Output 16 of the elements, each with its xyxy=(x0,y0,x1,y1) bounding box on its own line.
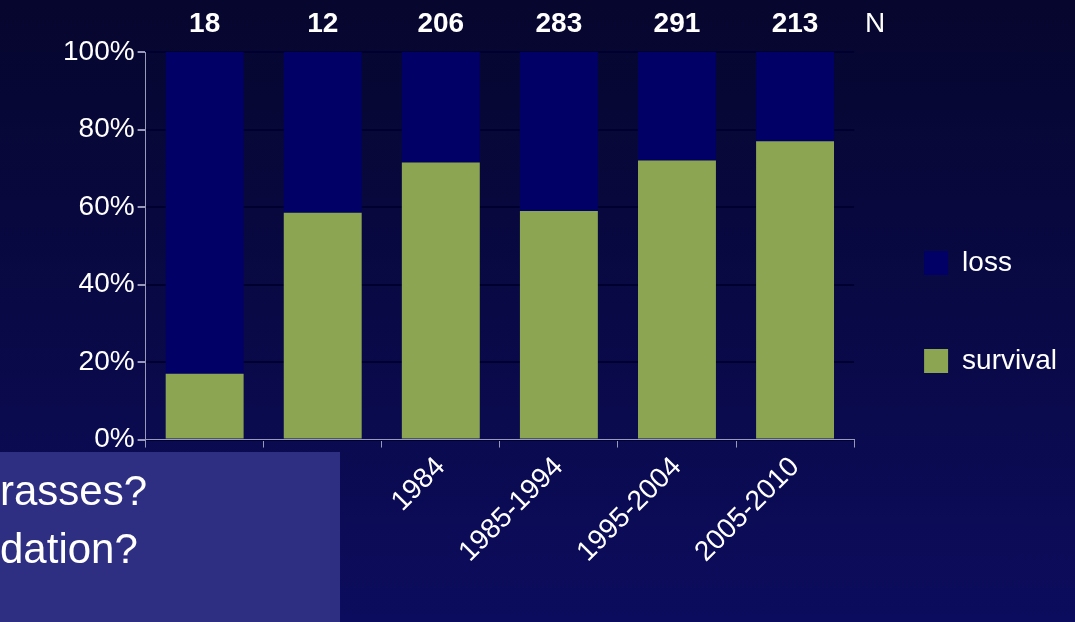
y-tick-label: 0% xyxy=(94,422,135,454)
text: 12 xyxy=(307,6,339,38)
y-tick-label: 80% xyxy=(78,112,135,144)
y-tick-label: 100% xyxy=(62,34,135,66)
y-tick-label: 60% xyxy=(78,189,135,221)
legend-label: loss xyxy=(962,245,1012,277)
text: 213 xyxy=(771,6,819,38)
text: 206 xyxy=(417,6,465,38)
text: 283 xyxy=(535,6,583,38)
y-tick-label: 40% xyxy=(78,267,135,299)
caption-box: rasses? dation? xyxy=(0,452,340,622)
text: 18 xyxy=(189,6,221,38)
text: 291 xyxy=(653,6,701,38)
legend-label: survival xyxy=(962,343,1058,375)
text: N xyxy=(864,6,886,38)
y-tick-label: 20% xyxy=(78,344,135,376)
